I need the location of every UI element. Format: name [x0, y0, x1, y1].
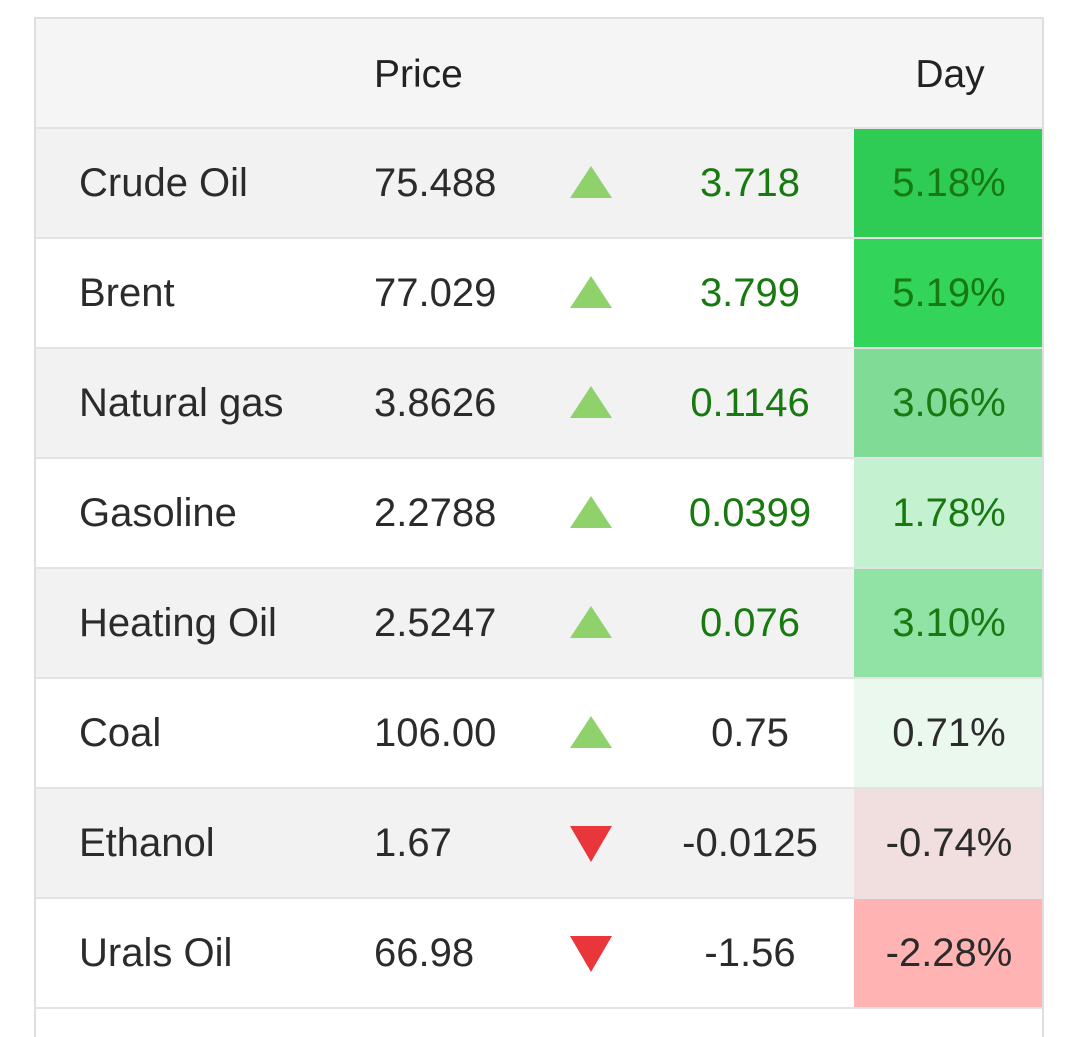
price-change: 0.0399 — [688, 491, 812, 535]
price-change: -0.0125 — [682, 821, 818, 865]
table-header: Price Day — [36, 19, 1042, 129]
day-percent-change: 5.18% — [854, 129, 1042, 237]
commodity-price: 2.5247 — [374, 601, 497, 645]
commodity-name[interactable]: Coal — [79, 711, 162, 755]
commodity-price: 3.8626 — [374, 381, 497, 425]
commodity-name[interactable]: Urals Oil — [79, 931, 233, 975]
triangle-up-icon — [568, 349, 612, 457]
commodity-price: 77.029 — [374, 271, 497, 315]
triangle-down-icon — [568, 899, 612, 1007]
table-row[interactable]: Ethanol 1.67 -0.0125 -0.74% — [36, 789, 1042, 899]
price-change: 3.718 — [699, 161, 801, 205]
day-percent-change: 1.78% — [854, 459, 1042, 567]
up-arrow-shape — [570, 166, 612, 198]
commodity-name[interactable]: Brent — [79, 271, 175, 315]
triangle-up-icon — [568, 129, 612, 237]
commodity-price: 66.98 — [374, 931, 475, 975]
commodity-name[interactable]: Crude Oil — [79, 161, 248, 205]
commodity-name[interactable]: Ethanol — [79, 821, 215, 865]
price-change: -1.56 — [704, 931, 796, 975]
up-arrow-shape — [570, 716, 612, 748]
up-arrow-shape — [570, 606, 612, 638]
up-arrow-shape — [570, 276, 612, 308]
price-change: 0.75 — [711, 711, 789, 755]
price-change: 0.1146 — [690, 381, 810, 425]
price-column-header[interactable]: Price — [374, 53, 463, 96]
day-percent-change: -0.74% — [854, 789, 1042, 897]
triangle-up-icon — [568, 459, 612, 567]
commodity-price: 2.2788 — [374, 491, 497, 535]
table-row[interactable]: Heating Oil 2.5247 0.076 3.10% — [36, 569, 1042, 679]
table-row[interactable]: Brent 77.029 3.799 5.19% — [36, 239, 1042, 349]
commodity-price: 75.488 — [374, 161, 497, 205]
commodity-name[interactable]: Heating Oil — [79, 601, 277, 645]
table-row[interactable]: Urals Oil 66.98 -1.56 -2.28% — [36, 899, 1042, 1009]
price-change: 0.076 — [699, 601, 801, 645]
commodity-name[interactable]: Natural gas — [79, 381, 284, 425]
day-column-header[interactable]: Day — [915, 53, 985, 96]
commodity-name[interactable]: Gasoline — [79, 491, 237, 535]
triangle-up-icon — [568, 569, 612, 677]
table-row[interactable]: Natural gas 3.8626 0.1146 3.06% — [36, 349, 1042, 459]
up-arrow-shape — [570, 386, 612, 418]
table-row[interactable]: Gasoline 2.2788 0.0399 1.78% — [36, 459, 1042, 569]
day-percent-change: -2.28% — [854, 899, 1042, 1007]
commodity-price: 1.67 — [374, 821, 452, 865]
up-arrow-shape — [570, 496, 612, 528]
table-row[interactable]: Crude Oil 75.488 3.718 5.18% — [36, 129, 1042, 239]
down-arrow-shape — [570, 826, 612, 862]
commodity-price: 106.00 — [374, 711, 497, 755]
triangle-up-icon — [568, 239, 612, 347]
day-percent-change: 3.06% — [854, 349, 1042, 457]
triangle-up-icon — [568, 679, 612, 787]
table-row[interactable]: Coal 106.00 0.75 0.71% — [36, 679, 1042, 789]
triangle-down-icon — [568, 789, 612, 897]
day-percent-change: 3.10% — [854, 569, 1042, 677]
day-percent-change: 0.71% — [854, 679, 1042, 787]
price-change: 3.799 — [699, 271, 801, 315]
energy-commodities-table: Price Day Crude Oil 75.488 3.718 5.18% Brent… — [34, 17, 1044, 1037]
day-percent-change: 5.19% — [854, 239, 1042, 347]
table-body: Crude Oil 75.488 3.718 5.18% Brent 77.029 3.79… — [36, 129, 1042, 1009]
down-arrow-shape — [570, 936, 612, 972]
